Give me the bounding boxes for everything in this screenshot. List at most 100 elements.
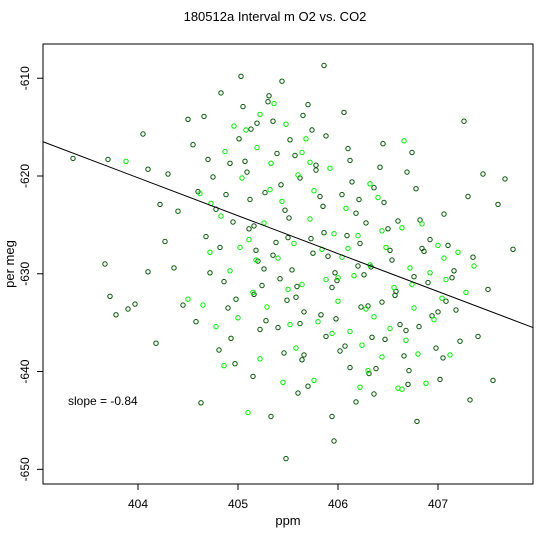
data-point-series-0	[427, 236, 433, 243]
data-point-series-0	[286, 215, 292, 221]
data-point-series-0	[165, 171, 171, 177]
data-point-series-0	[238, 73, 244, 80]
x-tick-label: 405	[228, 497, 248, 511]
data-point-series-0	[392, 292, 398, 298]
data-point-series-0	[210, 174, 216, 180]
data-point-series-1	[264, 304, 270, 310]
slope-annotation: slope = -0.84	[68, 394, 138, 408]
data-point-series-0	[248, 126, 254, 132]
data-point-series-0	[205, 156, 211, 163]
data-point-series-0	[230, 219, 236, 225]
data-point-series-0	[313, 162, 319, 168]
data-point-series-1	[315, 319, 321, 325]
data-point-series-0	[353, 210, 359, 216]
data-point-series-1	[323, 276, 329, 283]
data-point-series-0	[105, 156, 111, 163]
data-point-series-1	[185, 296, 191, 302]
data-point-series-1	[221, 363, 227, 369]
data-point-series-0	[485, 286, 491, 293]
data-point-series-1	[407, 265, 413, 271]
data-point-series-1	[435, 242, 441, 249]
data-point-series-0	[467, 397, 473, 403]
data-point-series-0	[270, 118, 276, 124]
data-point-series-0	[461, 118, 467, 124]
x-tick-label: 406	[328, 497, 348, 511]
data-point-series-0	[300, 112, 306, 119]
data-point-series-0	[373, 365, 379, 372]
data-point-series-0	[162, 238, 168, 245]
data-point-series-0	[321, 62, 327, 69]
data-point-series-0	[405, 381, 411, 387]
data-point-series-0	[203, 233, 209, 240]
data-point-series-0	[266, 93, 272, 99]
data-point-series-0	[308, 235, 314, 242]
data-point-series-1	[267, 187, 273, 193]
data-point-series-0	[246, 226, 252, 232]
data-point-series-0	[145, 269, 151, 275]
data-point-series-0	[385, 226, 391, 232]
data-point-series-1	[447, 352, 453, 358]
data-point-series-0	[502, 176, 508, 182]
x-tick-label: 404	[128, 497, 148, 511]
data-point-series-0	[409, 149, 415, 156]
data-point-series-0	[125, 306, 131, 312]
data-point-series-1	[441, 255, 447, 261]
data-point-series-1	[401, 138, 407, 144]
data-point-series-1	[261, 220, 267, 226]
data-point-series-1	[383, 244, 389, 251]
data-point-series-0	[297, 320, 303, 327]
data-point-series-0	[406, 367, 412, 374]
data-point-series-0	[451, 268, 457, 274]
data-point-series-0	[232, 361, 238, 367]
data-point-series-1	[295, 172, 301, 178]
data-point-series-1	[345, 245, 351, 252]
data-point-series-1	[291, 240, 297, 247]
data-point-series-0	[242, 158, 248, 165]
data-point-series-0	[329, 284, 335, 291]
data-point-series-0	[279, 78, 285, 84]
data-point-series-0	[475, 333, 481, 340]
data-point-series-0	[437, 376, 443, 383]
data-point-series-0	[294, 283, 300, 290]
data-point-series-0	[465, 193, 471, 200]
data-point-series-0	[293, 294, 299, 300]
y-tick-label: -610	[18, 66, 32, 90]
data-point-series-0	[107, 293, 113, 299]
data-point-series-0	[251, 223, 257, 229]
data-point-series-0	[305, 383, 311, 389]
data-point-series-0	[216, 347, 222, 353]
x-axis-label: ppm	[275, 513, 300, 528]
data-point-series-0	[287, 137, 293, 143]
data-point-series-0	[320, 203, 326, 210]
data-point-series-1	[280, 379, 286, 385]
data-point-series-0	[253, 247, 259, 254]
data-point-series-1	[423, 380, 429, 386]
data-point-series-1	[235, 315, 241, 321]
data-point-series-0	[284, 297, 290, 303]
data-point-series-0	[263, 318, 269, 324]
data-point-series-0	[397, 321, 403, 328]
data-point-series-0	[361, 272, 367, 278]
data-point-series-0	[321, 230, 327, 236]
data-point-series-0	[259, 282, 265, 289]
data-point-series-0	[277, 276, 283, 282]
data-point-series-0	[233, 296, 239, 302]
data-point-series-1	[275, 255, 281, 261]
data-point-series-1	[387, 325, 393, 332]
data-point-series-0	[441, 211, 447, 217]
data-point-series-0	[379, 299, 385, 305]
data-point-series-1	[307, 216, 313, 222]
data-point-series-1	[403, 337, 409, 343]
data-point-series-0	[363, 220, 369, 226]
data-point-series-0	[366, 370, 372, 377]
data-point-series-0	[270, 252, 276, 258]
data-point-series-0	[257, 326, 263, 333]
data-point-series-0	[283, 455, 289, 462]
data-point-series-0	[369, 334, 375, 340]
data-point-series-0	[225, 305, 231, 311]
data-point-series-1	[307, 159, 313, 166]
data-point-series-0	[457, 338, 463, 344]
data-point-series-1	[200, 302, 206, 308]
data-point-series-0	[285, 234, 291, 241]
